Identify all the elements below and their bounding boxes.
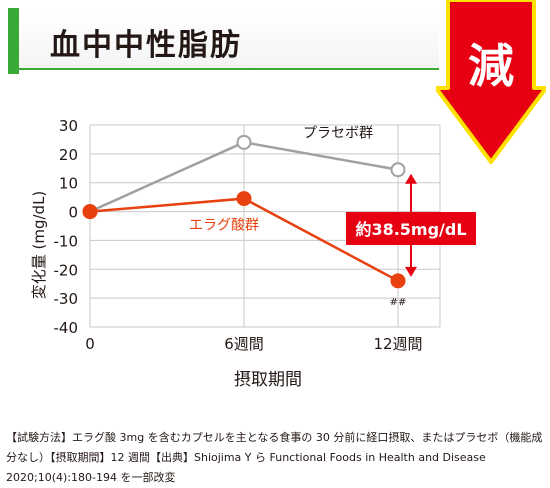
data-point — [82, 204, 98, 220]
data-point — [236, 134, 252, 150]
y-tick-label: 30 — [59, 117, 78, 135]
data-point — [390, 273, 406, 289]
down-arrow-icon — [436, 0, 546, 164]
y-tick-label: -40 — [54, 319, 79, 337]
reduce-arrow-badge: 減 — [436, 0, 546, 164]
data-point — [236, 191, 252, 207]
title-panel — [19, 14, 439, 70]
title-bar: 血中中性脂肪 — [0, 8, 439, 74]
x-tick-label: 12週間 — [373, 335, 422, 353]
y-tick-label: 10 — [59, 175, 78, 193]
series-label: エラグ酸群 — [189, 218, 259, 234]
reduce-badge-text: 減 — [468, 39, 514, 93]
difference-callout: 約38.5mg/dL — [346, 212, 476, 245]
page-title: 血中中性脂肪 — [50, 28, 242, 63]
y-tick-label: 0 — [68, 204, 78, 222]
significance-mark: ## — [390, 297, 407, 308]
y-axis-label: 変化量 (mg/dL) — [30, 191, 48, 300]
x-tick-labels: 0 6週間 12週間 — [85, 335, 422, 353]
y-tick-label: -30 — [54, 290, 79, 308]
x-axis-label: 摂取期間 — [234, 370, 302, 390]
callout-text: 約38.5mg/dL — [355, 220, 466, 239]
data-point — [390, 162, 406, 178]
y-tick-label: 20 — [59, 146, 78, 164]
callout-box — [346, 212, 476, 245]
x-tick-label: 0 — [85, 335, 95, 353]
arrow-down-icon — [405, 266, 417, 277]
x-tick-label: 6週間 — [224, 335, 264, 353]
line-chart: 30 20 10 0 -10 -20 -30 -40 0 6週間 12週間 変化量 (mg/dL)… — [30, 117, 476, 390]
series-label: プラセボ群 — [303, 125, 373, 141]
y-tick-labels: 30 20 10 0 -10 -20 -30 -40 — [54, 117, 79, 337]
y-tick-label: -20 — [54, 261, 79, 279]
y-tick-label: -10 — [54, 232, 79, 250]
footnote: 【試験方法】エラグ酸 3mg を含むカプセルを主となる食事の 30 分前に経口摂… — [6, 431, 543, 484]
arrow-up-icon — [405, 173, 417, 184]
title-accent-bar — [8, 8, 19, 74]
series: エラグ酸群 — [82, 191, 406, 289]
